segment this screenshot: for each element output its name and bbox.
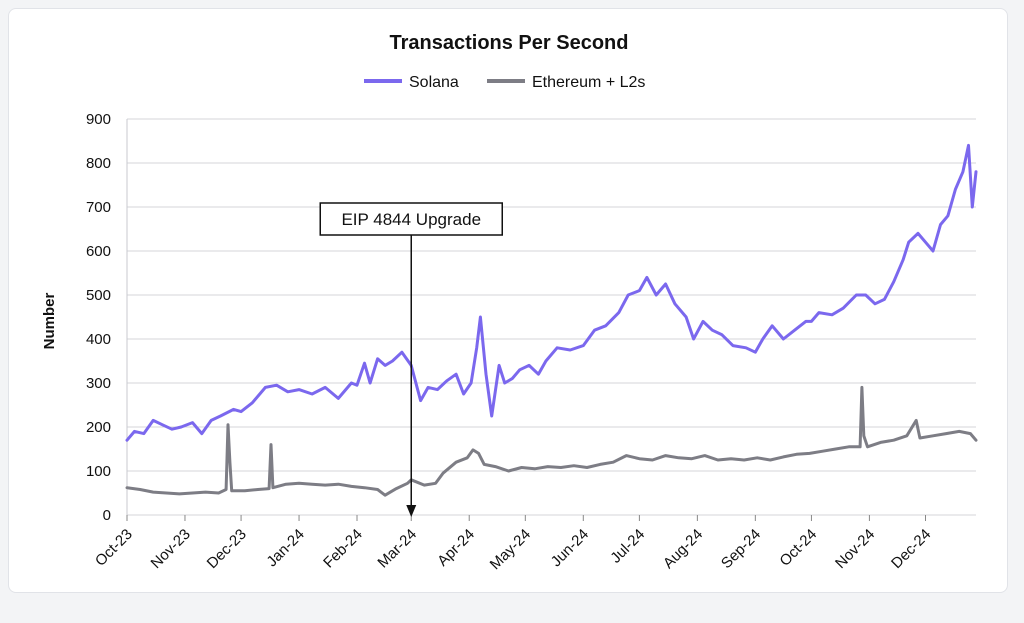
y-axis-ticks: 0 100 200 300 400 500 600 700 800 900 <box>86 111 111 524</box>
series-line-solana <box>125 143 978 442</box>
y-tick-label: 200 <box>86 419 111 436</box>
y-tick-label: 700 <box>86 199 111 216</box>
x-tick-label: Nov-23 <box>148 526 194 572</box>
chart-svg: Transactions Per Second Solana Ethereum … <box>41 32 978 573</box>
x-tick-label: Apr-24 <box>434 526 478 570</box>
y-tick-label: 500 <box>86 287 111 304</box>
x-tick-label: Mar-24 <box>374 526 420 572</box>
y-tick-label: 300 <box>86 375 111 392</box>
x-tick-label: May-24 <box>487 526 534 573</box>
x-tick-label: Nov-24 <box>832 526 878 572</box>
legend-label-solana: Solana <box>409 74 459 91</box>
series-lines <box>125 143 978 497</box>
legend: Solana Ethereum + L2s <box>364 74 645 91</box>
series-line-ethereum-l2s <box>125 385 978 497</box>
y-tick-label: 0 <box>103 507 111 524</box>
legend-label-ethereum: Ethereum + L2s <box>532 74 645 91</box>
y-axis-label: Number <box>41 293 58 350</box>
x-tick-label: Aug-24 <box>660 526 706 572</box>
x-tick-label: Sep-24 <box>718 526 764 572</box>
x-tick-label: Jul-24 <box>607 526 648 567</box>
y-tick-label: 600 <box>86 243 111 260</box>
x-axis-ticks: Oct-23 Nov-23 Dec-23 Jan-24 Feb-24 Mar-24 Apr-… <box>92 515 934 573</box>
x-tick-label: Jan-24 <box>263 526 307 570</box>
y-tick-label: 400 <box>86 331 111 348</box>
x-tick-label: Dec-23 <box>204 526 250 572</box>
y-tick-label: 800 <box>86 155 111 172</box>
chart-card: Transactions Per Second Solana Ethereum … <box>8 8 1008 593</box>
x-tick-label: Jun-24 <box>548 526 592 570</box>
chart-title: Transactions Per Second <box>390 32 629 54</box>
annotation-label: EIP 4844 Upgrade <box>341 210 481 229</box>
grid <box>126 118 976 516</box>
annotation-arrowhead <box>406 505 417 517</box>
y-tick-label: 100 <box>86 463 111 480</box>
x-tick-label: Oct-24 <box>776 526 820 570</box>
x-tick-label: Dec-24 <box>888 526 934 572</box>
annotation-box <box>319 202 503 236</box>
x-tick-label: Oct-23 <box>92 526 136 570</box>
y-tick-label: 900 <box>86 111 111 128</box>
x-tick-label: Feb-24 <box>320 526 366 572</box>
annotation: EIP 4844 Upgrade <box>319 202 503 517</box>
